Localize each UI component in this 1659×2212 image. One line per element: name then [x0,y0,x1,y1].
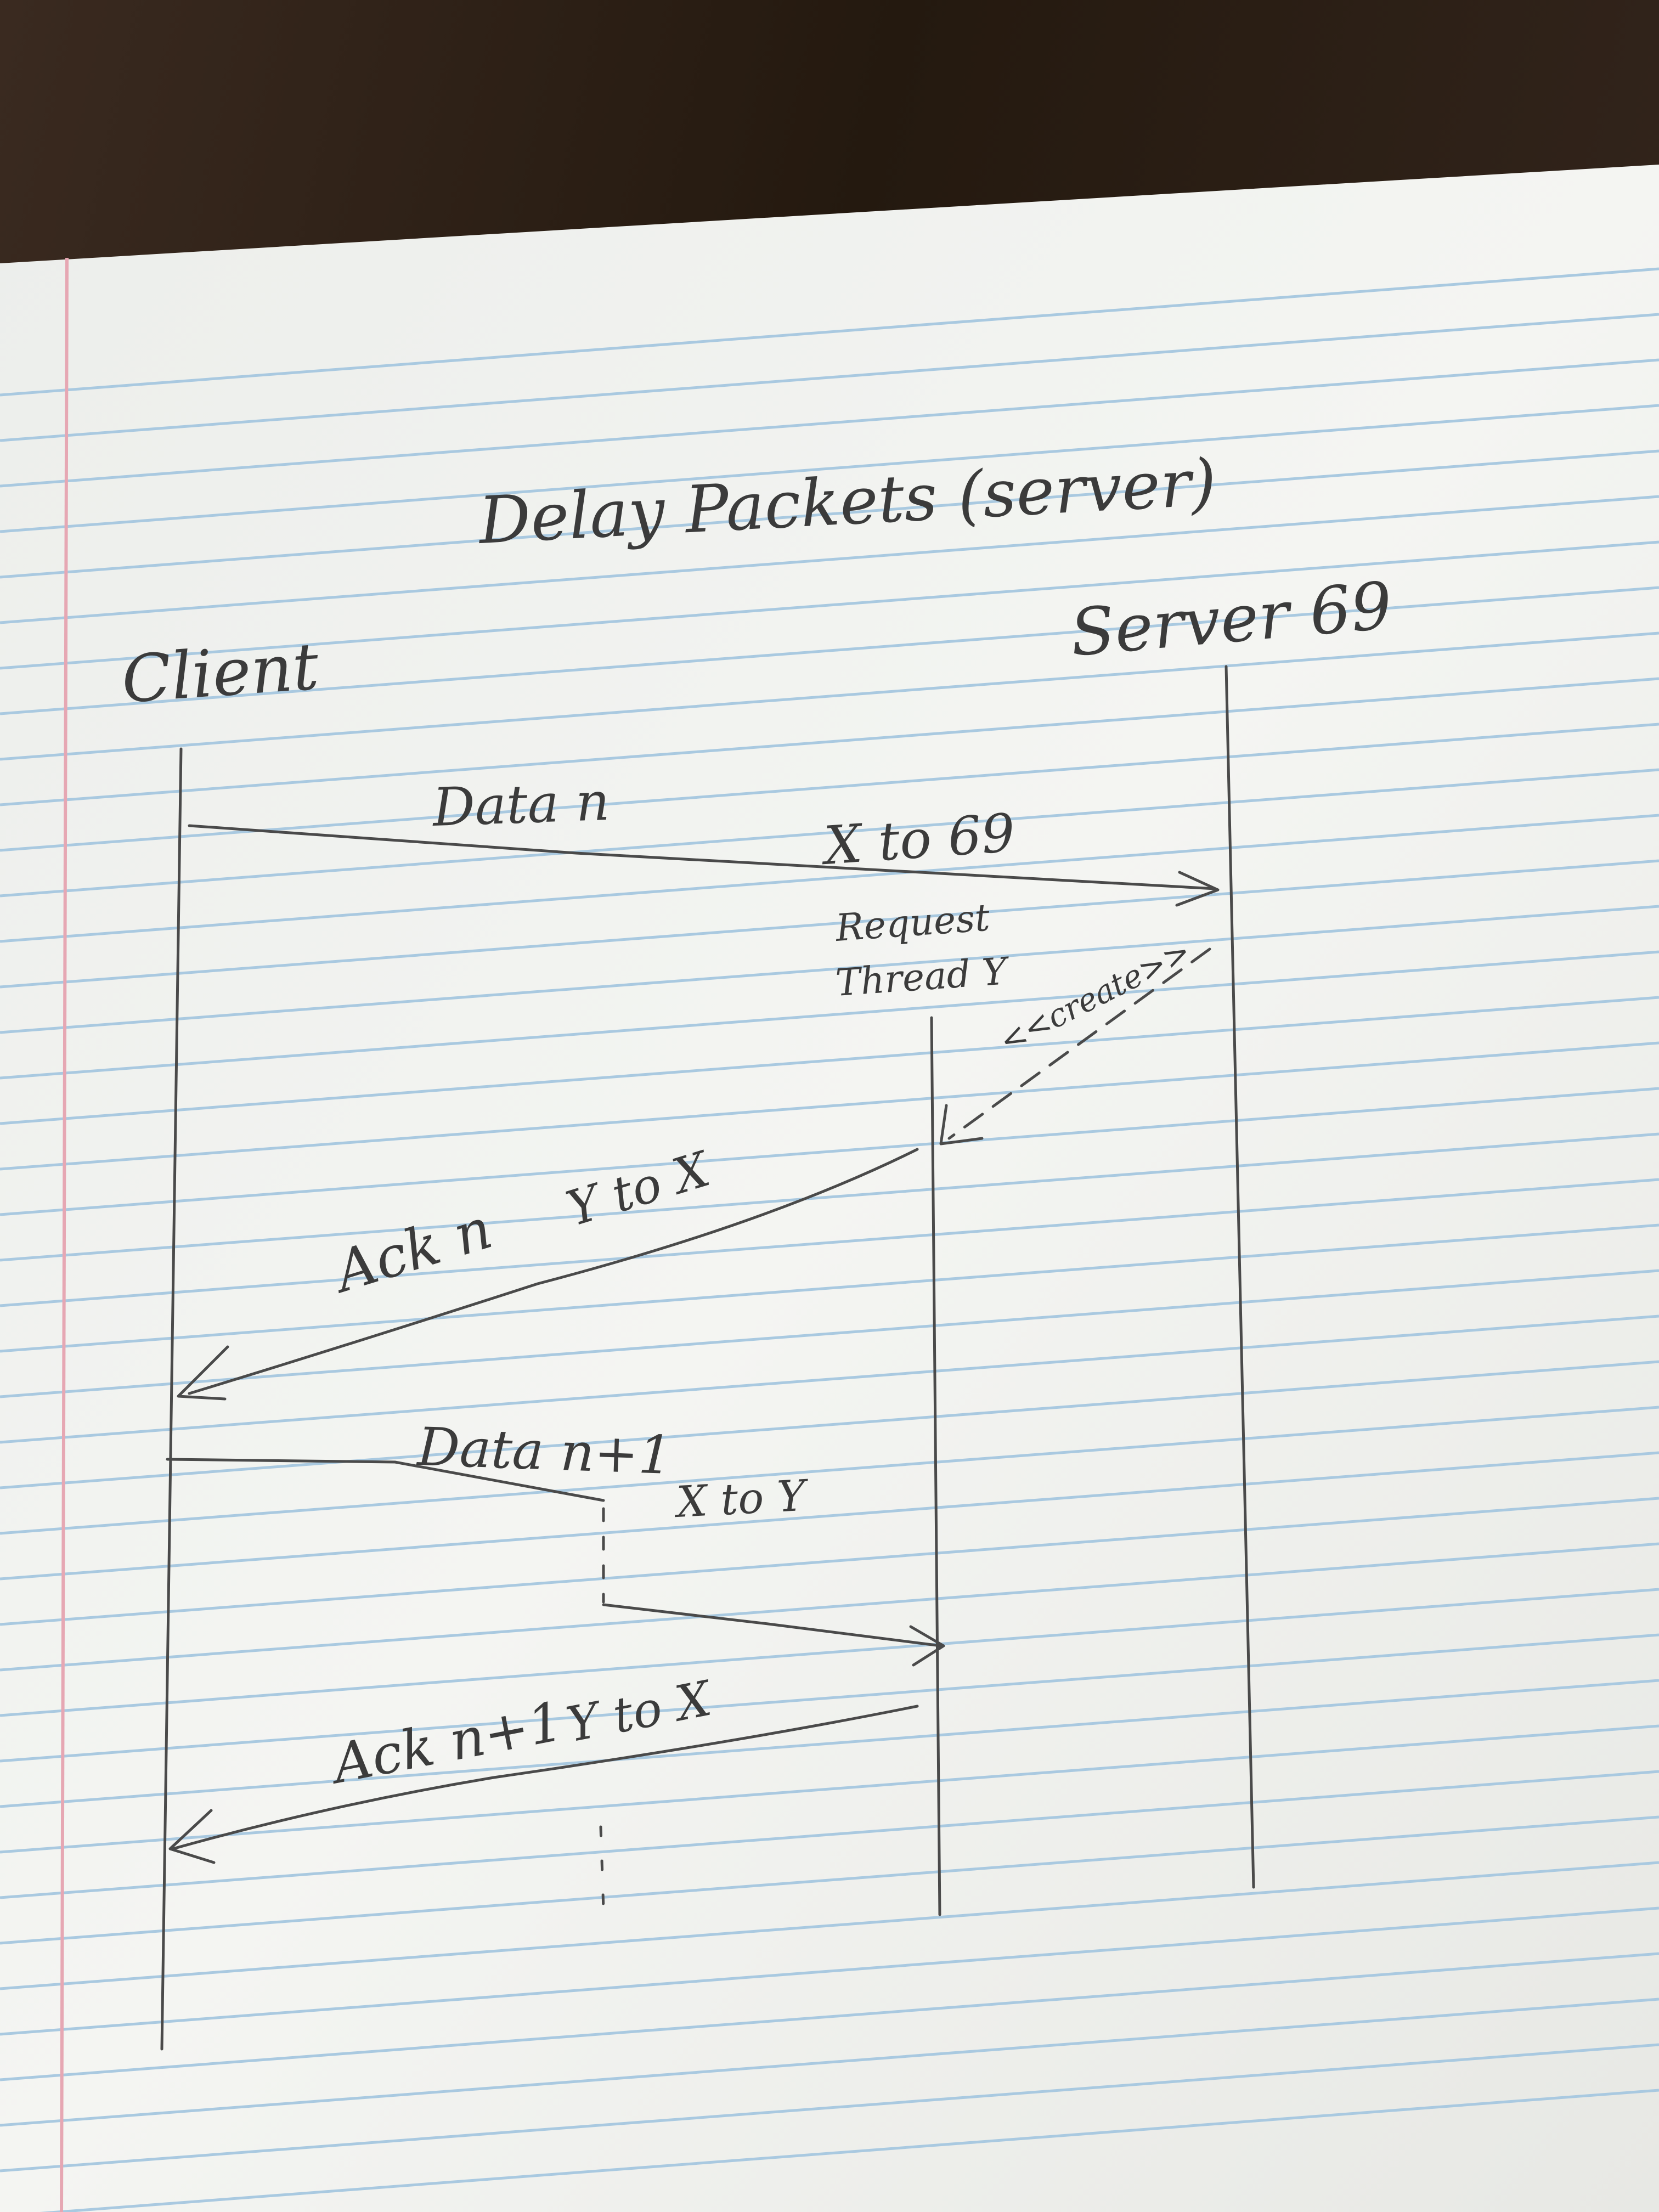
x-to-y-label: X to Y [672,1471,810,1527]
ruled-line [0,1952,1659,2081]
ruled-line [0,1542,1659,1672]
ruled-line [0,540,1659,670]
client-label: Client [119,628,321,718]
trailing-dots [599,1825,605,1911]
ack-n-arrowhead [177,1345,229,1401]
ruled-line [0,814,1659,943]
ruled-line [0,1588,1659,1717]
ruled-line [0,1178,1659,1307]
ruled-line [0,1497,1659,1626]
server-lifeline [1224,665,1255,1889]
data-n-arrowhead [1175,871,1220,907]
ruled-line [0,905,1659,1034]
ruled-line [0,768,1659,898]
ruled-line [0,1724,1659,1854]
ruled-line [0,1360,1659,1489]
ruled-line [0,677,1659,806]
ruled-line [0,449,1659,579]
ack-n-arrow [188,1148,919,1395]
create-arrowhead [939,1104,984,1146]
ruled-line [0,723,1659,852]
ruled-line [0,1451,1659,1581]
ruled-line [0,1679,1659,1808]
ruled-line [0,950,1659,1080]
ruled-line [0,1906,1659,2036]
request-thread-lifeline [930,1016,941,1916]
x-to-69-label: X to 69 [819,802,1017,877]
ruled-line [0,358,1659,488]
ruled-line [0,2043,1659,2172]
ruled-line [0,1861,1659,1990]
data-n1-label: Data n+1 [415,1416,673,1486]
ruled-line [0,1223,1659,1353]
data-n1-arrow-second [602,1603,943,1647]
data-n-arrow [188,824,1217,890]
ruled-line [0,1041,1659,1171]
margin-line [60,257,69,2212]
ruled-line [0,267,1659,397]
ruled-line [0,1997,1659,2127]
ruled-line [0,1633,1659,1763]
ruled-line [0,1269,1659,1398]
data-n1-arrow-first [166,1458,605,1502]
ruled-line [0,586,1659,715]
ruled-line [0,631,1659,761]
ruled-line [0,859,1659,989]
client-lifeline [160,747,183,2051]
data-n-label: Data n [431,771,611,838]
ruled-line [0,313,1659,442]
ruled-line [0,1087,1659,1216]
ruled-line [0,1815,1659,1945]
ruled-line [0,1314,1659,1444]
ruled-line [0,404,1659,533]
sequence-diagram [160,665,1255,2051]
ack-n1-arrow [171,1705,919,1850]
ruled-line [40,2089,1659,2212]
data-n1-arrowhead [909,1625,945,1667]
ruled-line [0,1132,1659,1262]
ruled-line [0,1406,1659,1535]
ruled-line [0,996,1659,1125]
ruled-line [0,1770,1659,1899]
ruled-line [0,495,1659,624]
ruled-lines [0,267,1659,2212]
create-arrow [947,947,1211,1140]
ack-n1-arrowhead [168,1809,216,1864]
